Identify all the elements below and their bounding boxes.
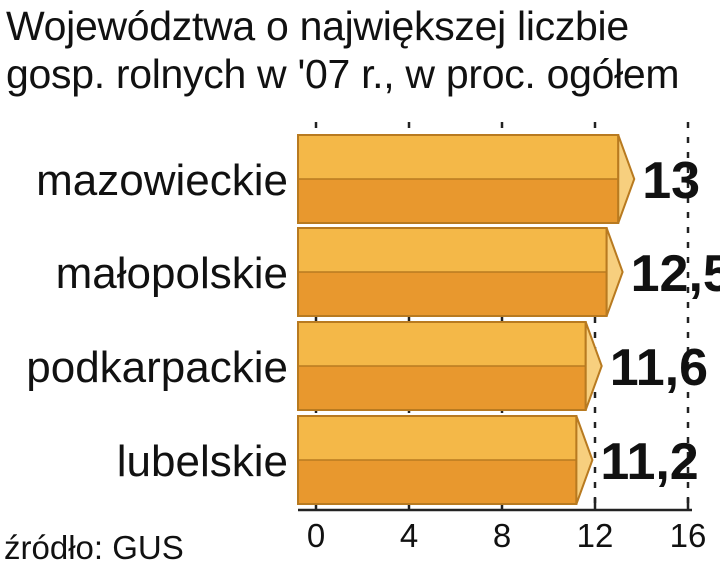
bar-bottom-1 bbox=[298, 272, 607, 316]
x-tick-label-8: 8 bbox=[493, 517, 511, 554]
source-note: źródło: GUS bbox=[4, 529, 184, 566]
bar-bottom-3 bbox=[298, 460, 577, 504]
bar-bottom-2 bbox=[298, 366, 586, 410]
bar-bottom-0 bbox=[298, 179, 619, 223]
chart-title-line-1: Województwa o największej liczbie bbox=[6, 3, 629, 49]
bar-tip-0 bbox=[617, 134, 636, 224]
bar-tip-1 bbox=[605, 227, 624, 317]
category-label-0: mazowieckie bbox=[36, 156, 288, 205]
bar-top-3 bbox=[298, 416, 577, 460]
value-label-2: 11,6 bbox=[610, 339, 708, 397]
bar-tip-2 bbox=[584, 321, 603, 411]
bar-top-1 bbox=[298, 228, 607, 272]
category-label-3: lubelskie bbox=[117, 437, 288, 486]
value-label-1: 12,5 bbox=[631, 245, 720, 303]
bar-top-2 bbox=[298, 322, 586, 366]
category-label-2: podkarpackie bbox=[26, 343, 288, 392]
bar-tip-3 bbox=[575, 415, 594, 505]
x-tick-label-16: 16 bbox=[670, 517, 707, 554]
value-label-0: 13 bbox=[642, 152, 700, 210]
category-label-1: małopolskie bbox=[56, 249, 288, 298]
chart-title-line-2: gosp. rolnych w '07 r., w proc. ogółem bbox=[6, 51, 680, 97]
x-tick-label-12: 12 bbox=[577, 517, 614, 554]
bar-top-0 bbox=[298, 135, 619, 179]
x-tick-label-4: 4 bbox=[400, 517, 418, 554]
x-tick-label-0: 0 bbox=[307, 517, 325, 554]
chart-title: Województwa o największej liczbie gosp. … bbox=[6, 2, 718, 98]
value-label-3: 11,2 bbox=[600, 433, 698, 491]
